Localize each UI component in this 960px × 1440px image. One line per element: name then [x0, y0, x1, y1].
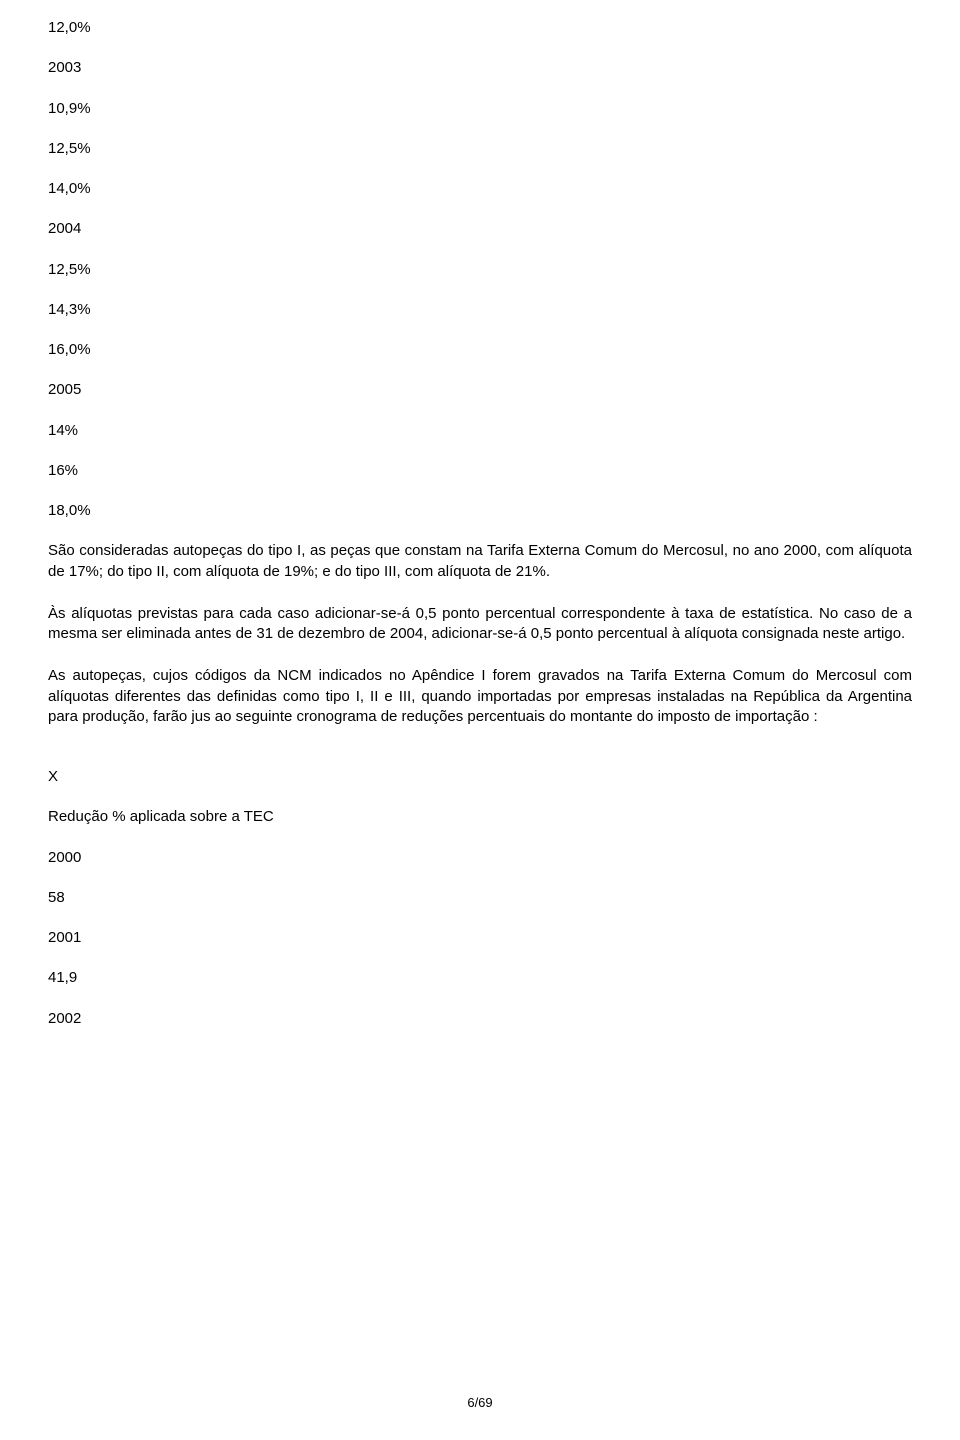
- value-line: 41,9: [48, 968, 912, 988]
- page-number: 6/69: [0, 1394, 960, 1412]
- year-line: 2002: [48, 1009, 912, 1029]
- reduction-heading: Redução % aplicada sobre a TEC: [48, 807, 912, 827]
- value-line: 58: [48, 888, 912, 908]
- value-line: 16,0%: [48, 340, 912, 360]
- value-line: 14%: [48, 421, 912, 441]
- paragraph-1: São consideradas autopeças do tipo I, as…: [48, 541, 912, 582]
- paragraph-3: As autopeças, cujos códigos da NCM indic…: [48, 666, 912, 727]
- section-x-label: X: [48, 767, 912, 787]
- year-line: 2000: [48, 848, 912, 868]
- value-line: 12,0%: [48, 18, 912, 38]
- value-line: 14,3%: [48, 300, 912, 320]
- value-line: 18,0%: [48, 501, 912, 521]
- value-line: 12,5%: [48, 139, 912, 159]
- year-line: 2004: [48, 219, 912, 239]
- paragraph-2: Às alíquotas previstas para cada caso ad…: [48, 604, 912, 645]
- value-line: 12,5%: [48, 260, 912, 280]
- value-line: 14,0%: [48, 179, 912, 199]
- year-line: 2001: [48, 928, 912, 948]
- year-line: 2005: [48, 380, 912, 400]
- value-line: 10,9%: [48, 99, 912, 119]
- document-page: 12,0% 2003 10,9% 12,5% 14,0% 2004 12,5% …: [0, 0, 960, 1440]
- year-line: 2003: [48, 58, 912, 78]
- value-line: 16%: [48, 461, 912, 481]
